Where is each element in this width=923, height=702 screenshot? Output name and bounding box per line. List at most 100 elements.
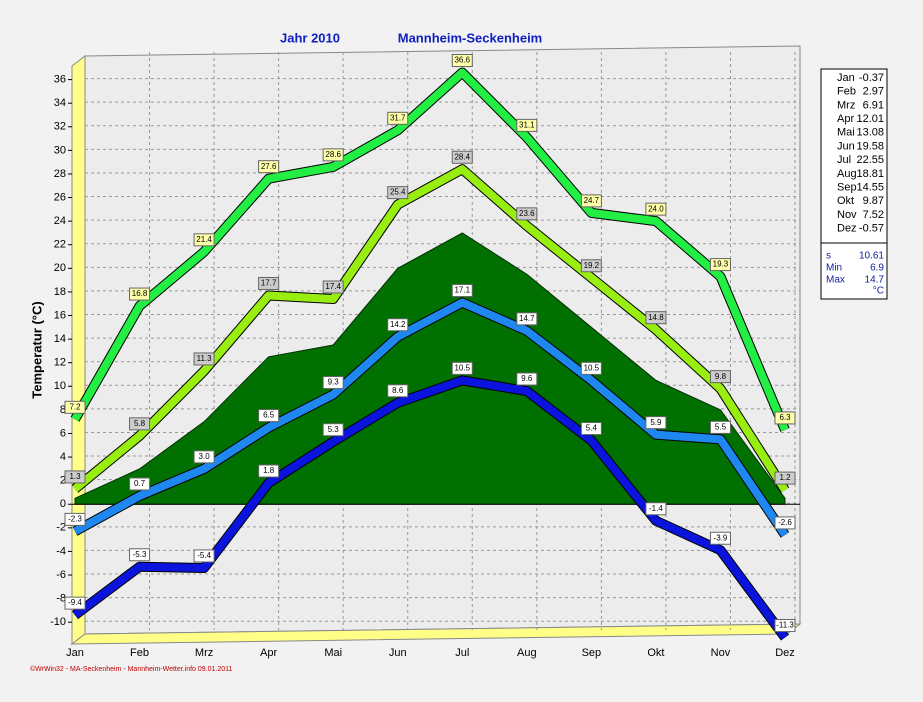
table-month: Apr	[837, 113, 854, 125]
data-label-box	[322, 280, 344, 294]
y-tick-label: 8	[60, 404, 66, 416]
data-label-box	[129, 548, 151, 562]
data-label-box	[258, 276, 280, 290]
data-label: 5.8	[134, 419, 146, 428]
data-label: 17.4	[325, 282, 341, 291]
data-label-box	[516, 312, 538, 326]
series-line	[71, 68, 789, 432]
table-month: Jul	[837, 154, 851, 166]
table-value: 13.08	[856, 127, 884, 139]
data-label-box	[580, 259, 602, 273]
data-label: 1.3	[69, 472, 81, 481]
table-value: 19.58	[856, 140, 884, 152]
stat-name: Max	[826, 275, 845, 286]
table-value: -0.57	[859, 223, 884, 235]
y-tick-label: 26	[54, 191, 66, 203]
data-label-box	[451, 361, 473, 375]
data-label-box	[193, 233, 215, 247]
y-tick-label: 28	[54, 168, 66, 180]
chart-subtitle: Mannheim-Seckenheim	[398, 30, 543, 45]
data-label-box	[193, 352, 215, 366]
data-label: 27.6	[261, 162, 277, 171]
table-month: Mai	[837, 127, 855, 139]
data-label: -9.4	[68, 598, 82, 607]
data-label-box	[258, 409, 280, 423]
data-label: 36.6	[454, 56, 470, 65]
data-label: 1.2	[779, 473, 791, 482]
data-label-box	[645, 416, 667, 430]
data-label: 14.2	[390, 320, 406, 329]
x-tick-label: Nov	[711, 647, 731, 659]
x-tick-label: Sep	[582, 647, 602, 659]
data-label-box	[709, 258, 731, 272]
y-tick-label: -2	[56, 522, 66, 534]
data-label: 9.3	[328, 378, 340, 387]
data-label-box	[774, 471, 796, 485]
table-month: Jan	[837, 72, 855, 84]
data-label: 31.7	[390, 113, 406, 122]
data-label: 6.3	[779, 413, 791, 422]
data-label: -5.3	[133, 550, 147, 559]
data-label: 5.4	[586, 424, 598, 433]
data-label: 23.6	[519, 209, 535, 218]
data-label: 5.9	[650, 418, 662, 427]
data-label-box	[322, 376, 344, 390]
y-tick-label: 24	[54, 215, 66, 227]
stat-name: s	[826, 251, 831, 262]
y-tick-label: 14	[54, 333, 66, 345]
data-label-box	[193, 549, 215, 563]
data-label: 6.5	[263, 411, 275, 420]
x-tick-label: Aug	[517, 647, 537, 659]
side-table	[820, 68, 888, 300]
data-label: -2.3	[68, 514, 82, 523]
chart-title: Jahr 2010	[280, 30, 340, 45]
data-label-box	[645, 502, 667, 516]
data-label-box	[516, 118, 538, 132]
x-tick-label: Jul	[455, 647, 469, 659]
data-label: 16.8	[132, 289, 148, 298]
data-label-box	[516, 207, 538, 221]
data-label: 11.3	[197, 354, 213, 363]
data-label: 3.0	[199, 452, 211, 461]
data-label-box	[129, 287, 151, 301]
data-label: 1.8	[263, 466, 275, 475]
y-tick-label: 16	[54, 309, 66, 321]
data-label-box	[387, 384, 409, 398]
data-label-box	[451, 284, 473, 298]
y-tick-label: 20	[54, 262, 66, 274]
table-month: Feb	[837, 86, 856, 98]
x-tick-label: Okt	[647, 647, 664, 659]
table-value: 2.97	[863, 86, 884, 98]
data-label: 14.8	[648, 313, 664, 322]
data-label-box	[322, 148, 344, 162]
table-value: 7.52	[863, 209, 884, 221]
data-label-box	[64, 512, 86, 526]
y-tick-label: -4	[56, 545, 66, 557]
table-value: 14.55	[856, 182, 884, 194]
data-label: 9.8	[715, 372, 727, 381]
x-tick-label: Dez	[775, 647, 795, 659]
x-tick-label: Feb	[130, 647, 149, 659]
data-label-box	[774, 516, 796, 530]
left-wall	[71, 54, 86, 646]
y-tick-label: 0	[60, 498, 66, 510]
series-line	[72, 165, 789, 493]
data-label-box	[258, 464, 280, 478]
table-month: Dez	[837, 223, 857, 235]
data-label: 19.3	[713, 260, 729, 269]
series-line	[73, 298, 789, 538]
data-label-box	[129, 477, 151, 491]
y-tick-label: 36	[54, 73, 66, 85]
x-tick-label: Apr	[260, 647, 277, 659]
data-label-box	[580, 361, 602, 375]
data-label-box	[709, 420, 731, 434]
y-tick-label: 34	[54, 97, 66, 109]
data-label: 17.1	[454, 286, 470, 295]
footer: ©WrWin32 - MA-Seckenheim - Mannheim-Wett…	[30, 665, 233, 673]
data-label: 10.5	[584, 363, 600, 372]
table-value: 6.91	[863, 99, 884, 111]
x-tick-label: Mrz	[195, 647, 213, 659]
x-tick-label: Jun	[389, 647, 407, 659]
data-label-box	[774, 411, 796, 425]
